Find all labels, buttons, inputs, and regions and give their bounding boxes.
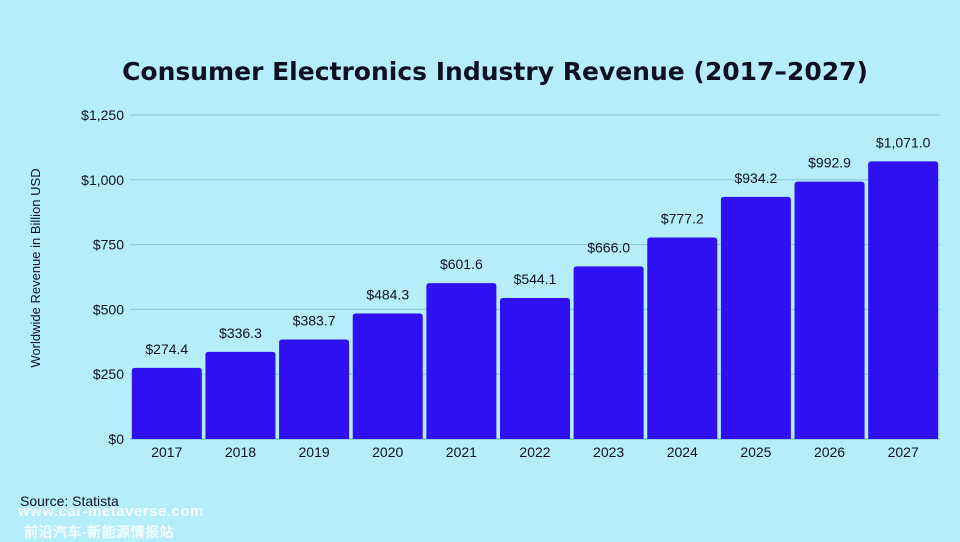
bar xyxy=(500,297,570,439)
bar xyxy=(868,161,939,440)
data-label: $383.7 xyxy=(293,313,336,329)
x-tick-label: 2018 xyxy=(225,444,256,460)
x-tick-label: 2023 xyxy=(593,444,624,460)
chart-title: Consumer Electronics Industry Revenue (2… xyxy=(122,57,868,86)
y-tick-label: $1,250 xyxy=(81,107,124,123)
data-label: $777.2 xyxy=(661,211,704,227)
data-label: $666.0 xyxy=(587,239,630,255)
source-note: Source: Statista xyxy=(20,493,119,509)
bar xyxy=(279,339,350,439)
x-tick-label: 2017 xyxy=(151,444,182,460)
data-label: $274.4 xyxy=(145,341,188,357)
bar xyxy=(205,351,276,439)
data-labels: $274.4 $336.3 $383.7 $484.3 $601.6 $544.1 $666… xyxy=(145,134,930,356)
y-tick-label: $0 xyxy=(108,431,124,447)
data-label: $934.2 xyxy=(734,170,777,186)
x-tick-label: 2022 xyxy=(519,444,550,460)
bar xyxy=(352,313,423,439)
bar xyxy=(647,237,718,439)
x-tick-label: 2027 xyxy=(888,444,919,460)
bar xyxy=(131,367,202,439)
x-tick-label: 2020 xyxy=(372,444,403,460)
y-tick-label: $1,000 xyxy=(81,172,124,188)
y-tick-label: $500 xyxy=(93,301,124,317)
bars xyxy=(131,161,939,440)
watermark-url: www.car-metaverse.com xyxy=(18,503,204,520)
bar xyxy=(573,266,644,439)
watermark-subtitle: 前沿汽车-新能源情报站 xyxy=(24,524,175,540)
data-label: $544.1 xyxy=(514,271,557,287)
bar xyxy=(794,181,865,439)
watermark: www.car-metaverse.com 前沿汽车-新能源情报站 xyxy=(18,502,204,542)
x-tick-label: 2026 xyxy=(814,444,845,460)
y-axis-ticks: $0 $250 $500 $750 $1,000 $1,250 xyxy=(81,107,124,447)
data-label: $336.3 xyxy=(219,325,262,341)
x-tick-label: 2019 xyxy=(299,444,330,460)
y-tick-label: $750 xyxy=(93,237,124,253)
y-tick-label: $250 xyxy=(93,366,124,382)
data-label: $601.6 xyxy=(440,256,483,272)
y-axis-label: Worldwide Revenue in Billion USD xyxy=(28,168,43,367)
x-tick-label: 2021 xyxy=(446,444,477,460)
x-tick-label: 2025 xyxy=(740,444,771,460)
data-label: $1,071.0 xyxy=(876,134,931,150)
x-axis-ticks: 2017 2018 2019 2020 2021 2022 2023 2024 2025 2026… xyxy=(151,444,919,460)
data-label: $992.9 xyxy=(808,155,851,171)
bar xyxy=(426,283,497,439)
x-tick-label: 2024 xyxy=(667,444,698,460)
bar xyxy=(720,196,791,439)
data-label: $484.3 xyxy=(366,286,409,302)
